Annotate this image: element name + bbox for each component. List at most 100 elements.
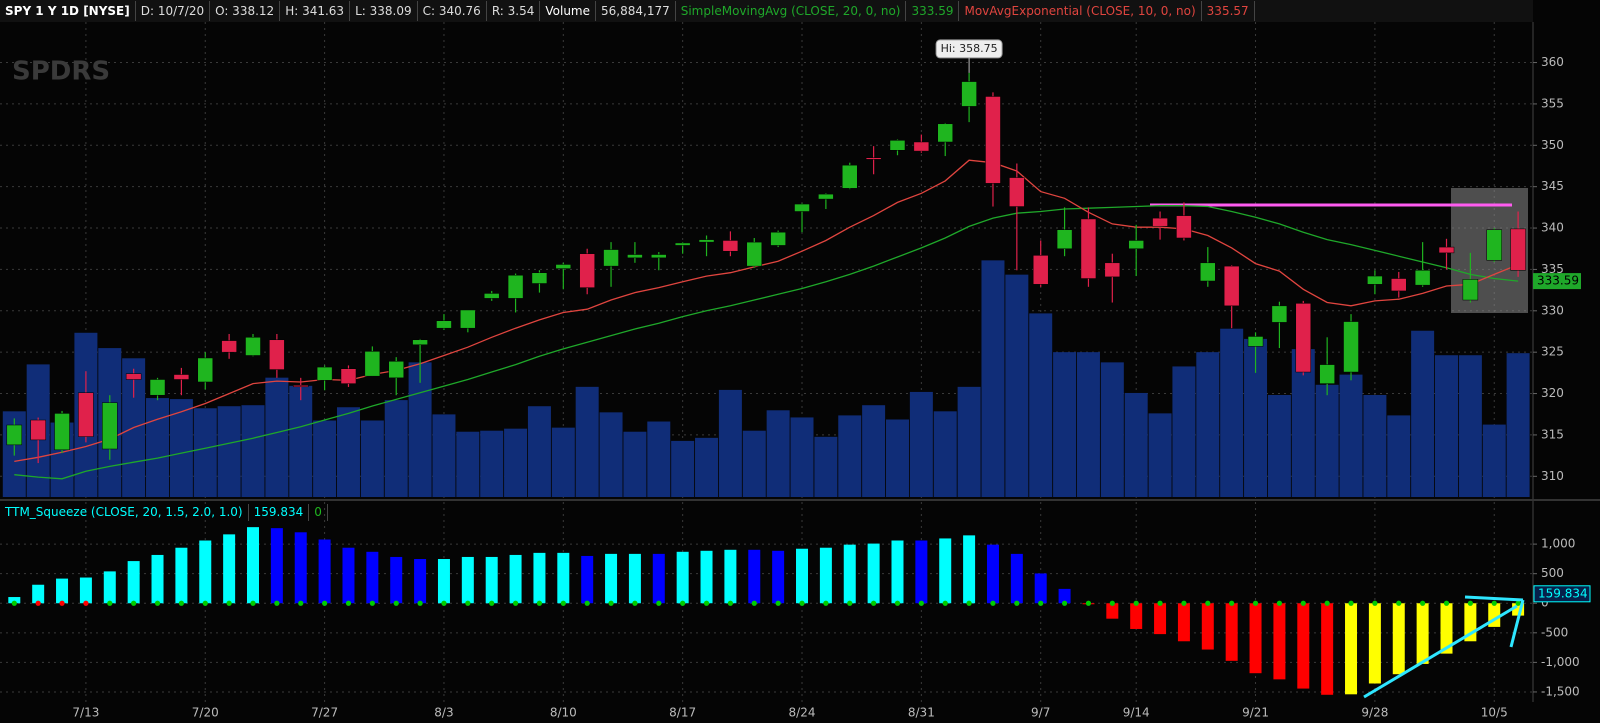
volume-bar: [289, 385, 313, 497]
candle-body: [1319, 364, 1335, 384]
candle-body: [555, 264, 572, 269]
header-bar: SPY 1 Y 1D [NYSE] D: 10/7/20 O: 338.12 H…: [0, 0, 1533, 22]
squeeze-dot: [226, 600, 232, 606]
squeeze-dot: [536, 600, 543, 606]
volume-bar: [1196, 352, 1220, 497]
range: R: 3.54: [487, 1, 541, 21]
low: L: 338.09: [350, 1, 418, 21]
volume-bar: [1315, 384, 1339, 497]
histogram-bar: [843, 544, 856, 604]
volume-bar: [1411, 330, 1435, 497]
candle-body: [1295, 303, 1312, 373]
histogram-bar: [1440, 603, 1453, 654]
histogram-bar: [79, 577, 92, 604]
y-tick-label: 360: [1541, 55, 1564, 69]
volume-bar: [1029, 313, 1053, 497]
histogram-bar: [796, 548, 809, 604]
candle-body: [316, 366, 333, 381]
histogram-bar: [318, 539, 331, 604]
volume-bar: [790, 417, 814, 497]
squeeze-dot: [1085, 600, 1092, 606]
volume-bar: [1435, 355, 1458, 497]
y-tick-label: 340: [1541, 221, 1564, 235]
squeeze-dot: [966, 600, 972, 606]
volume-bar: [408, 362, 432, 497]
candle-body: [125, 373, 142, 380]
x-tick-label: 8/3: [434, 706, 453, 720]
histogram-bar: [772, 550, 785, 604]
histogram-bar: [915, 540, 928, 604]
value-tag: [1533, 585, 1591, 603]
squeeze-dot: [632, 600, 638, 606]
squeeze-dot: [417, 600, 423, 606]
volume-bar: [1220, 328, 1244, 497]
squeeze-dot: [441, 600, 447, 606]
candle-body: [842, 164, 858, 189]
candle-body: [436, 320, 452, 329]
volume-bar: [599, 412, 623, 497]
squeeze-dot: [178, 600, 184, 606]
squeeze-dot: [83, 600, 89, 606]
x-tick-label: 8/10: [550, 706, 577, 720]
indicator-value: 159.834: [249, 503, 310, 521]
squeeze-dot: [1133, 600, 1139, 606]
histogram-bar: [461, 556, 474, 604]
volume-bar: [360, 420, 384, 497]
histogram-bar: [151, 554, 164, 604]
histogram-bar: [939, 538, 952, 604]
volume-bar: [241, 405, 265, 497]
squeeze-dot: [1467, 600, 1473, 606]
squeeze-dot: [608, 600, 614, 606]
candle-body: [1009, 177, 1025, 207]
squeeze-dot: [680, 600, 686, 606]
histogram-bar: [485, 556, 498, 604]
open: O: 338.12: [210, 1, 281, 21]
histogram-bar: [32, 584, 45, 604]
histogram-bar: [700, 550, 713, 604]
candle-body: [722, 240, 739, 252]
price-tag-label: 333.59: [1537, 274, 1579, 288]
squeeze-dot: [1348, 600, 1354, 606]
histogram-bar: [175, 547, 188, 604]
candle-body: [388, 361, 404, 379]
y-tick-label: -500: [1541, 625, 1568, 639]
value-tag-label: 159.834: [1538, 586, 1588, 600]
histogram-bar: [199, 540, 212, 604]
symbol: SPY 1 Y 1D [NYSE]: [0, 1, 136, 21]
squeeze-dot: [1229, 600, 1235, 606]
candle-body: [1176, 215, 1192, 239]
squeeze-dot: [1205, 600, 1211, 606]
candle-body: [674, 242, 691, 246]
candle-body: [579, 253, 595, 288]
squeeze-dot: [322, 600, 328, 606]
candle-body: [1367, 275, 1383, 285]
histogram-bar: [1297, 603, 1310, 689]
volume-bar: [480, 430, 504, 497]
squeeze-dot: [131, 600, 137, 606]
histogram-bar: [867, 543, 880, 604]
histogram-bar: [581, 555, 594, 604]
candle-body: [412, 339, 428, 345]
volume-bar: [862, 405, 886, 497]
squeeze-dot: [847, 600, 853, 606]
squeeze-dot: [345, 600, 352, 606]
volume-bar: [313, 420, 337, 497]
volume-bar: [1148, 413, 1172, 497]
candle-body: [770, 231, 786, 246]
candle-body: [1200, 262, 1216, 282]
squeeze-dot: [274, 600, 280, 606]
legend-value: 333.59: [906, 1, 960, 21]
squeeze-dot: [990, 600, 996, 606]
candle-body: [364, 351, 381, 377]
annotation: Hi: 358.75: [941, 42, 998, 55]
x-tick-label: 9/28: [1361, 706, 1388, 720]
histogram-bar: [1058, 588, 1071, 604]
histogram-bar: [103, 571, 116, 604]
volume-bar: [1458, 355, 1482, 497]
candle-body: [483, 293, 500, 299]
x-tick-label: 8/31: [908, 706, 935, 720]
squeeze-dot: [703, 600, 710, 606]
candle-body: [1486, 229, 1502, 261]
squeeze-dot: [59, 600, 65, 606]
